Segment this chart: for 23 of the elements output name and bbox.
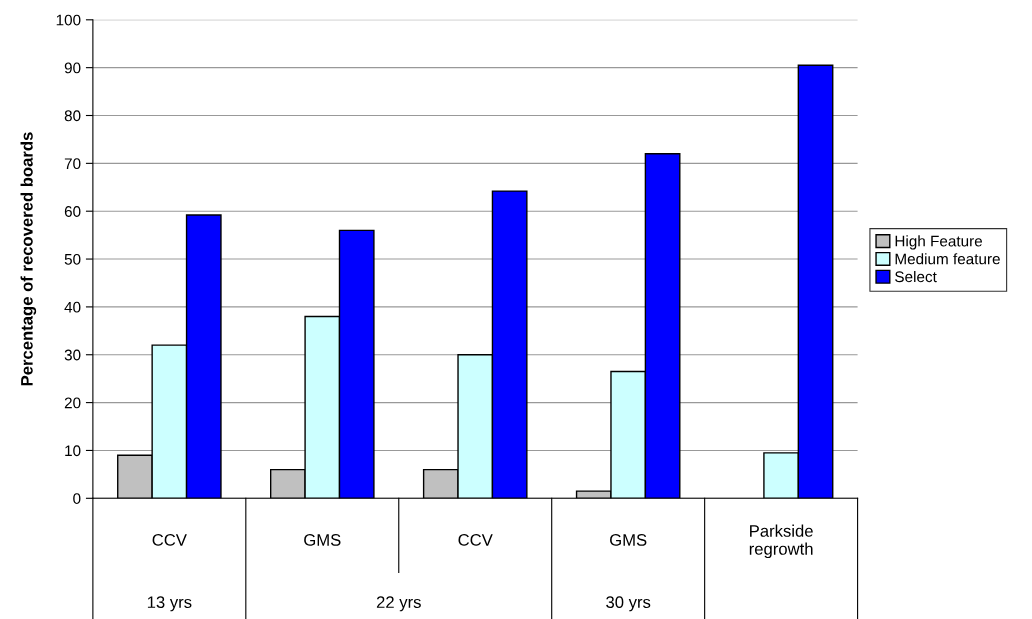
y-tick-label: 100 xyxy=(56,14,81,26)
y-tick-label: 60 xyxy=(64,206,81,217)
y-axis-title: Percentage of recovered boards xyxy=(20,132,37,386)
x-tick-label: Parkside regrowth xyxy=(749,524,813,559)
x-tick-label: CCV xyxy=(152,534,187,546)
legend-label: High Feature xyxy=(895,235,983,250)
y-tick-label: 40 xyxy=(64,301,81,313)
text: 13 yrs xyxy=(147,596,192,612)
legend-label: Medium feature xyxy=(895,253,1000,265)
x-tick-label: GMS xyxy=(610,534,647,546)
x-tick-label: CCV xyxy=(458,534,493,546)
y-tick-label: 80 xyxy=(64,110,81,122)
text: 22 yrs xyxy=(376,596,421,612)
x-tick-label: GMS xyxy=(304,534,341,546)
y-tick-label: 0 xyxy=(73,493,81,504)
y-tick-label: 50 xyxy=(64,253,81,265)
y-tick-label: 90 xyxy=(64,62,81,74)
y-tick-label: 70 xyxy=(64,158,81,170)
legend-label: Select xyxy=(895,270,937,283)
text: 30 yrs xyxy=(606,596,651,612)
y-tick-label: 10 xyxy=(65,445,81,457)
y-tick-label: 30 xyxy=(64,349,81,361)
y-tick-label: 20 xyxy=(64,397,81,409)
